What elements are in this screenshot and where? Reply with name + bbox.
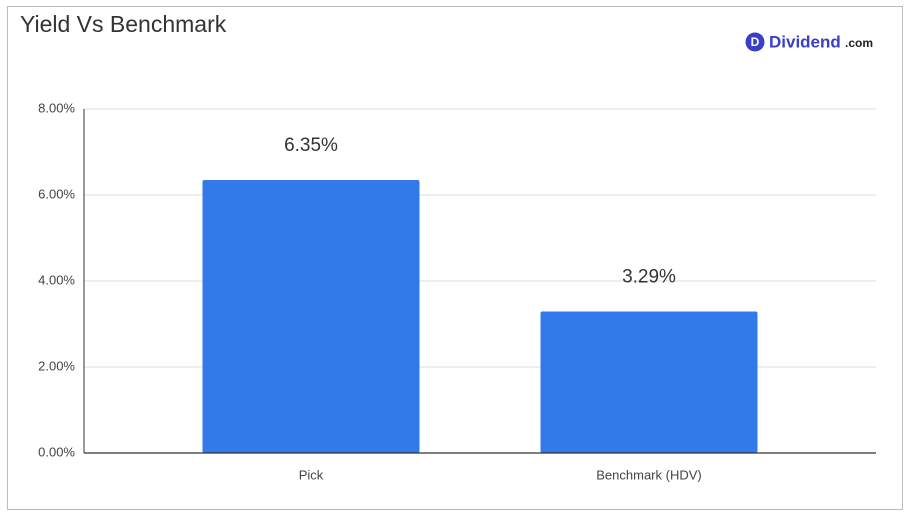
logo-mark: D <box>751 35 760 49</box>
value-label: 3.29% <box>622 267 676 288</box>
logo-icon <box>745 32 765 52</box>
chart-title: Yield Vs Benchmark <box>20 11 227 37</box>
x-tick-label: Benchmark (HDV) <box>596 467 701 482</box>
y-tick-label: 8.00% <box>38 100 75 115</box>
y-tick-label: 2.00% <box>38 358 75 373</box>
logo-name: Dividend <box>769 32 841 51</box>
x-tick-label: Pick <box>299 467 324 482</box>
value-label: 6.35% <box>284 135 338 156</box>
y-tick-label: 4.00% <box>38 272 75 287</box>
logo-suffix: .com <box>845 36 873 50</box>
y-tick-label: 0.00% <box>38 444 75 459</box>
bar <box>540 311 758 453</box>
chart-border <box>7 6 903 510</box>
bar <box>202 179 420 453</box>
y-tick-label: 6.00% <box>38 186 75 201</box>
